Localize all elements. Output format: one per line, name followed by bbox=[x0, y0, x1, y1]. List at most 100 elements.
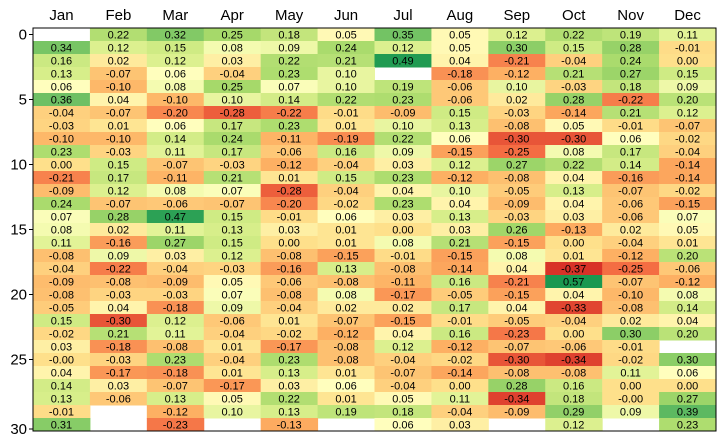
heatmap-cell bbox=[89, 80, 148, 94]
cell-value-label: 0.15 bbox=[335, 173, 356, 185]
heatmap-cell bbox=[545, 119, 603, 133]
heatmap-cell bbox=[33, 301, 91, 315]
row-tick-label: 25 bbox=[10, 352, 27, 369]
heatmap-cell bbox=[374, 106, 432, 120]
cell-value-label: 0.20 bbox=[677, 251, 698, 263]
heatmap-cell bbox=[602, 67, 660, 81]
heatmap-cell bbox=[545, 132, 603, 146]
cell-value-label: 0.09 bbox=[278, 43, 299, 55]
cell-value-label: -0.16 bbox=[618, 173, 643, 185]
heatmap-cell bbox=[203, 119, 262, 133]
heatmap-cell bbox=[602, 379, 660, 393]
month-label-nov: Nov bbox=[617, 7, 644, 24]
heatmap-cell bbox=[659, 67, 717, 81]
heatmap-cell bbox=[488, 145, 546, 159]
cell-value-label: 0.23 bbox=[278, 121, 299, 133]
cell-value-label: -0.06 bbox=[277, 147, 302, 159]
heatmap-cell bbox=[146, 145, 205, 159]
heatmap-cell bbox=[374, 301, 432, 315]
heatmap-cell bbox=[488, 249, 546, 263]
cell-value-label: 0.04 bbox=[563, 290, 584, 302]
cell-value-label: 0.04 bbox=[108, 95, 129, 107]
heatmap-cell bbox=[374, 275, 432, 289]
cell-value-label: 0.22 bbox=[108, 30, 129, 42]
cell-value-label: -0.07 bbox=[106, 199, 131, 211]
heatmap-cell bbox=[203, 405, 262, 419]
heatmap-cell bbox=[203, 340, 262, 354]
cell-value-label: 0.03 bbox=[165, 251, 186, 263]
heatmap-cell bbox=[317, 158, 375, 172]
heatmap-cell bbox=[260, 379, 319, 393]
heatmap-cell bbox=[659, 262, 717, 276]
cell-value-label: -0.15 bbox=[447, 251, 472, 263]
heatmap-cell bbox=[146, 119, 205, 133]
cell-value-label: 0.11 bbox=[677, 30, 698, 42]
cell-value-label: -0.30 bbox=[504, 134, 529, 146]
heatmap-cell bbox=[203, 366, 262, 380]
cell-value-label: -0.07 bbox=[504, 342, 529, 354]
heatmap-cell bbox=[146, 340, 205, 354]
cell-value-label: -0.04 bbox=[334, 186, 359, 198]
cell-value-label: 0.16 bbox=[335, 147, 356, 159]
heatmap-cell bbox=[317, 54, 375, 68]
heatmap-cell bbox=[89, 262, 148, 276]
cell-value-label: -0.07 bbox=[618, 277, 643, 289]
cell-value-label: -0.04 bbox=[49, 108, 74, 120]
cell-value-label: 0.00 bbox=[392, 225, 413, 237]
heatmap-cell bbox=[146, 41, 205, 55]
heatmap-cell bbox=[659, 106, 717, 120]
cell-value-label: 0.11 bbox=[51, 238, 72, 250]
cell-value-label: 0.17 bbox=[108, 173, 129, 185]
cell-value-label: -0.05 bbox=[504, 316, 529, 328]
cell-value-label: 0.03 bbox=[563, 212, 584, 224]
cell-value-label: -0.12 bbox=[504, 69, 529, 81]
heatmap-cell bbox=[545, 392, 603, 406]
heatmap-cell bbox=[488, 379, 546, 393]
cell-value-label: -0.02 bbox=[49, 329, 74, 341]
cell-value-label: 0.30 bbox=[677, 355, 698, 367]
heatmap-cell bbox=[260, 41, 319, 55]
heatmap-cell bbox=[374, 418, 432, 432]
cell-value-label: 0.05 bbox=[563, 121, 584, 133]
heatmap-cell bbox=[146, 327, 205, 341]
heatmap-cell bbox=[89, 236, 148, 250]
heatmap-cell bbox=[146, 158, 205, 172]
heatmap-cell bbox=[431, 67, 489, 81]
heatmap-cell bbox=[659, 392, 717, 406]
heatmap-cell bbox=[488, 28, 546, 42]
cell-value-label: 0.18 bbox=[620, 82, 641, 94]
heatmap-cell bbox=[89, 119, 148, 133]
heatmap-cell bbox=[203, 301, 262, 315]
heatmap-cell bbox=[203, 54, 262, 68]
cell-value-label: 0.27 bbox=[506, 160, 527, 172]
cell-value-label: -0.15 bbox=[504, 290, 529, 302]
heatmap-cell bbox=[488, 132, 546, 146]
heatmap-cell bbox=[602, 223, 660, 237]
heatmap-cell bbox=[317, 301, 375, 315]
cell-value-label: -0.15 bbox=[504, 238, 529, 250]
heatmap-cell bbox=[659, 275, 717, 289]
cell-value-label: -0.08 bbox=[504, 121, 529, 133]
cell-value-label: -0.34 bbox=[504, 394, 529, 406]
heatmap-cell bbox=[33, 145, 91, 159]
heatmap-cell bbox=[89, 314, 148, 328]
heatmap-cell bbox=[260, 158, 319, 172]
heatmap-cell bbox=[89, 301, 148, 315]
heatmap-cell bbox=[203, 379, 262, 393]
cell-value-label: 0.02 bbox=[392, 303, 413, 315]
cell-value-label: 0.12 bbox=[392, 342, 413, 354]
heatmap-cell bbox=[203, 353, 262, 367]
heatmap-cell bbox=[374, 132, 432, 146]
heatmap-cell bbox=[89, 158, 148, 172]
heatmap-cell bbox=[317, 314, 375, 328]
cell-value-label: -0.03 bbox=[106, 290, 131, 302]
row-tick-label: 0 bbox=[19, 27, 27, 44]
heatmap-cell bbox=[33, 93, 91, 107]
heatmap-cell bbox=[260, 28, 319, 42]
heatmap-cell bbox=[89, 223, 148, 237]
heatmap-cell bbox=[431, 28, 489, 42]
heatmap-cell bbox=[203, 288, 262, 302]
cell-value-label: -0.17 bbox=[220, 381, 245, 393]
cell-value-label: -0.16 bbox=[277, 264, 302, 276]
heatmap-cell bbox=[146, 80, 205, 94]
